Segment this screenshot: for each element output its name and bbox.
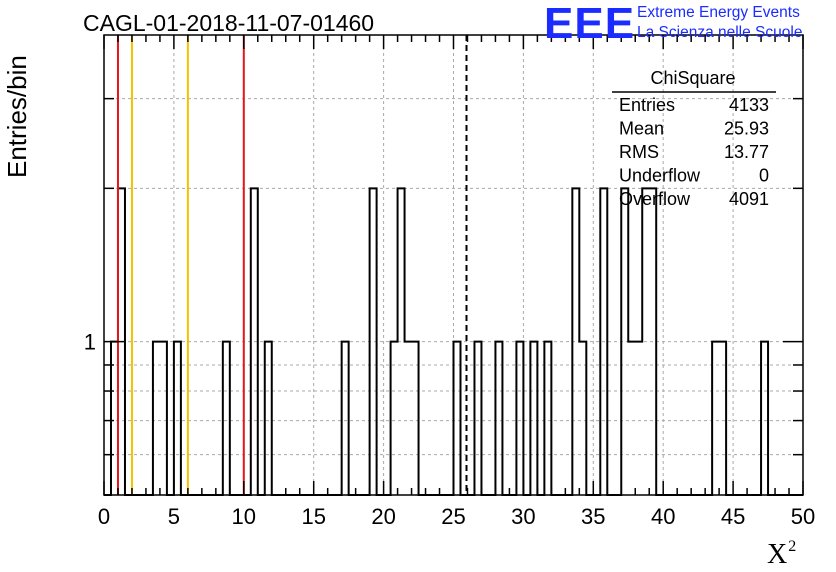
x-tick-label: 45	[721, 504, 745, 529]
logo-line-2: La Scienza nelle Scuole	[637, 24, 803, 41]
y-tick-label: 1	[84, 330, 96, 355]
stats-value: 4091	[729, 189, 769, 209]
x-tick-label: 20	[371, 504, 395, 529]
x-tick-label: 35	[581, 504, 605, 529]
stats-label: RMS	[619, 142, 659, 162]
logo-line-1: Extreme Energy Events	[637, 4, 800, 21]
stats-value: 0	[759, 166, 769, 186]
stats-box: ChiSquare Entries 4133 Mean 25.93 RMS 13.77 Und…	[612, 68, 776, 209]
x-tick-label: 15	[301, 504, 325, 529]
x-axis-label-superscript: 2	[788, 538, 797, 555]
x-tick-label: 0	[98, 504, 110, 529]
stats-label: Underflow	[619, 166, 701, 186]
stats-label: Entries	[619, 95, 675, 115]
stats-value: 13.77	[724, 142, 769, 162]
stats-label: Mean	[619, 119, 664, 139]
x-tick-label: 50	[791, 504, 815, 529]
stats-box-title: ChiSquare	[650, 68, 735, 88]
x-tick-label: 40	[651, 504, 675, 529]
stats-value: 4133	[729, 95, 769, 115]
y-axis-label: Entries/bin	[2, 55, 32, 178]
stats-label: Overflow	[619, 189, 691, 209]
x-tick-label: 25	[441, 504, 465, 529]
x-axis-label: X2	[767, 538, 796, 571]
x-axis-label-base: X	[767, 539, 788, 570]
x-tick-label: 5	[168, 504, 180, 529]
chart-title: CAGL-01-2018-11-07-01460	[83, 10, 375, 36]
x-tick-label: 30	[511, 504, 535, 529]
stats-value: 25.93	[724, 119, 769, 139]
logo-mark: EEE	[544, 0, 636, 48]
x-tick-label: 10	[232, 504, 256, 529]
